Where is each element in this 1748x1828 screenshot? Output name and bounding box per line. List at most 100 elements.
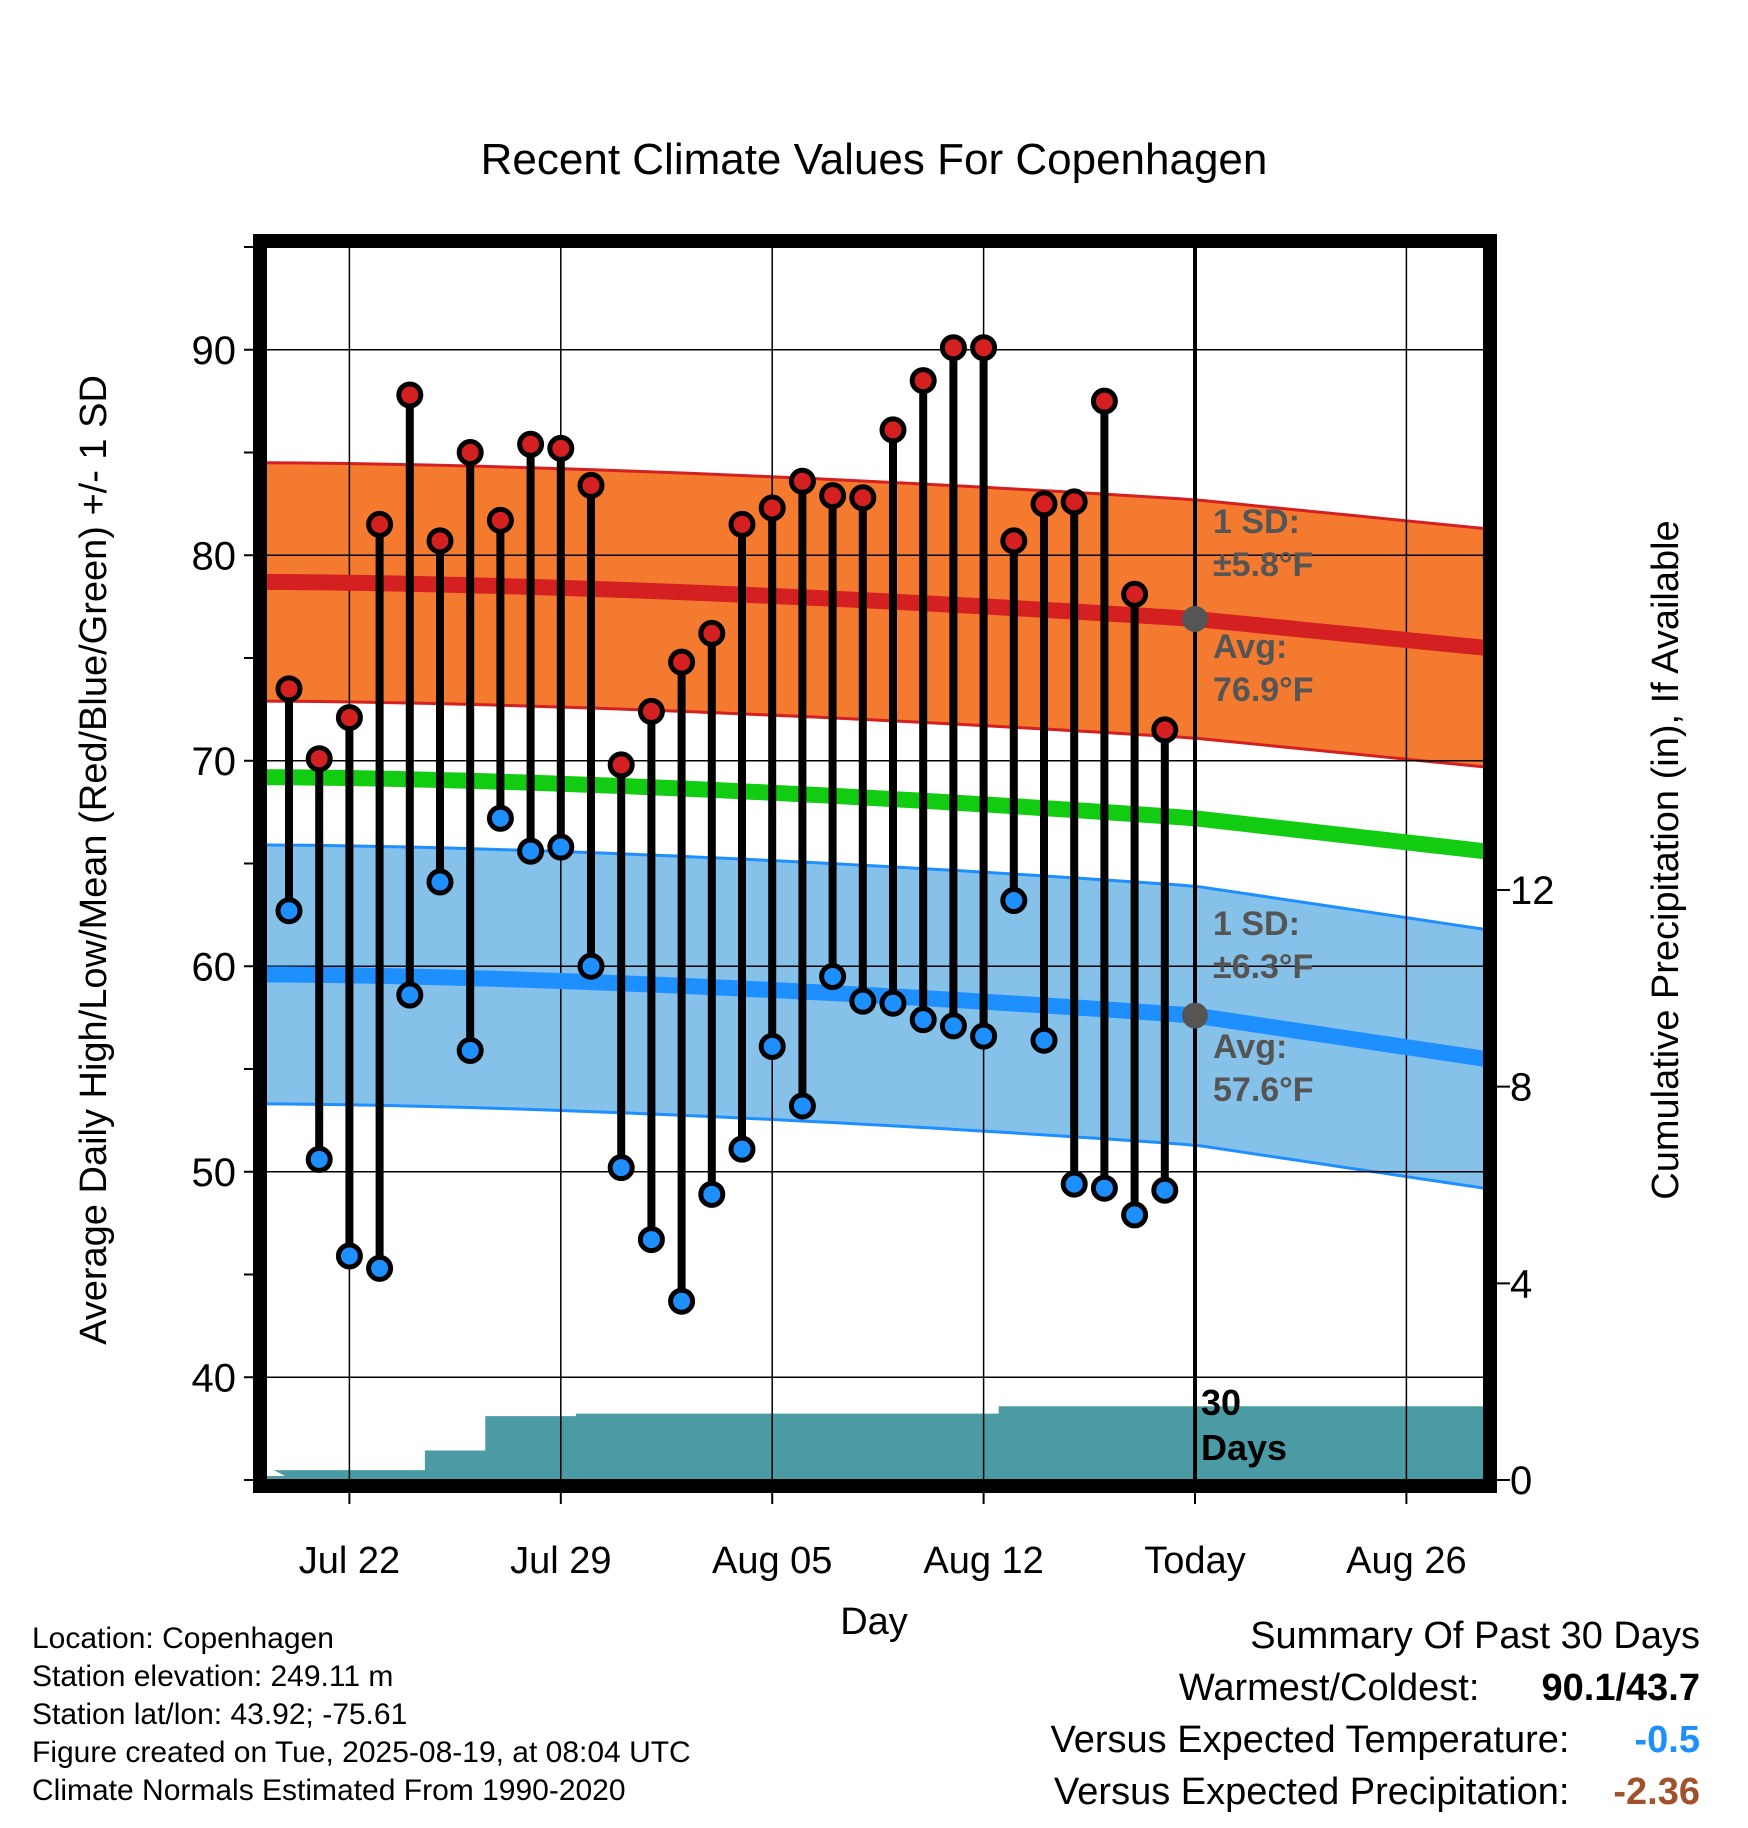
elevation-text: Station elevation: 249.11 m <box>32 1660 394 1693</box>
low-point <box>849 987 877 1015</box>
x-tick-label-5: Aug 26 <box>1346 1540 1466 1582</box>
summary-panel: Summary Of Past 30 Days Warmest/Coldest:… <box>1051 1610 1700 1818</box>
low-point <box>637 1226 665 1254</box>
low-point <box>788 1092 816 1120</box>
created-text: Figure created on Tue, 2025-08-19, at 08… <box>32 1736 691 1769</box>
low-point <box>396 981 424 1009</box>
y2-tick-label-12: 12 <box>1510 869 1555 913</box>
warmest-label: Warmest/Coldest: <box>1178 1667 1480 1709</box>
low-avg-label: Avg: <box>1213 1028 1287 1066</box>
latlon-text: Station lat/lon: 43.92; -75.61 <box>32 1698 408 1731</box>
summary-warmest-row: Warmest/Coldest: 90.1/43.7 <box>1051 1662 1700 1714</box>
days-count-label: 30 <box>1201 1382 1241 1423</box>
low-point <box>728 1135 756 1163</box>
temp-value: -0.5 <box>1634 1719 1700 1761</box>
low-sd-label: 1 SD: <box>1213 905 1300 943</box>
high-point <box>1030 490 1058 518</box>
low-point <box>456 1037 484 1065</box>
high-point <box>1151 716 1179 744</box>
high-point <box>517 430 545 458</box>
high-point <box>577 471 605 499</box>
x-tick-label-1: Jul 29 <box>510 1540 611 1582</box>
low-point <box>698 1180 726 1208</box>
low-avg-value: 57.6°F <box>1213 1071 1314 1109</box>
high-point <box>366 510 394 538</box>
low-band-lower-edge <box>265 1102 1485 1190</box>
precip-label: Versus Expected Precipitation: <box>1054 1771 1570 1813</box>
high-point <box>335 704 363 732</box>
low-point <box>879 989 907 1017</box>
high-point <box>939 334 967 362</box>
y2-tick-label-4: 4 <box>1510 1262 1532 1306</box>
y-tick-label-80: 80 <box>192 534 237 578</box>
low-point <box>1000 886 1028 914</box>
high-avg-label: Avg: <box>1213 628 1287 666</box>
low-point <box>1121 1201 1149 1229</box>
high-point <box>275 675 303 703</box>
low-point <box>970 1022 998 1050</box>
low-point <box>366 1254 394 1282</box>
summary-temp-row: Versus Expected Temperature: -0.5 <box>1051 1714 1700 1766</box>
y2-axis-label: Cumulative Precipitation (in), If Availa… <box>1645 520 1687 1199</box>
low-point <box>517 837 545 865</box>
high-point <box>1121 580 1149 608</box>
high-avg-value: 76.9°F <box>1213 671 1314 709</box>
high-point <box>426 527 454 555</box>
plot-area: 1 SD: ±5.8°F Avg: 76.9°F 1 SD: ±6.3°F Avg: 57.6… <box>192 234 1555 1582</box>
normal-mean-line <box>265 769 1485 860</box>
y2-tick-label-8: 8 <box>1510 1066 1532 1110</box>
high-point <box>758 494 786 522</box>
low-point <box>758 1032 786 1060</box>
x-tick-label-0: Jul 22 <box>299 1540 400 1582</box>
low-point <box>577 952 605 980</box>
high-point <box>456 439 484 466</box>
station-info: Location: Copenhagen Station elevation: … <box>32 1620 691 1810</box>
low-point <box>668 1287 696 1315</box>
x-tick-label-4: Today <box>1144 1540 1245 1582</box>
y-axis-label: Average Daily High/Low/Mean (Red/Blue/Gr… <box>73 375 115 1345</box>
low-point <box>1151 1176 1179 1204</box>
days-word-label: Days <box>1201 1427 1287 1468</box>
warmest-value: 90.1/43.7 <box>1541 1667 1700 1709</box>
high-sd-label: 1 SD: <box>1213 503 1300 541</box>
high-point <box>637 697 665 725</box>
y-tick-label-50: 50 <box>192 1151 237 1195</box>
precip-value: -2.36 <box>1613 1771 1700 1813</box>
x-tick-label-2: Aug 05 <box>712 1540 832 1582</box>
location-text: Location: Copenhagen <box>32 1622 334 1655</box>
high-point <box>396 381 424 409</box>
high-point <box>788 467 816 495</box>
low-point <box>486 804 514 832</box>
low-point <box>819 963 847 991</box>
high-sd-band <box>266 462 1484 767</box>
high-point <box>819 482 847 510</box>
high-point <box>879 416 907 444</box>
y-tick-label-90: 90 <box>192 329 237 373</box>
low-sd-band <box>266 845 1484 1189</box>
low-point <box>275 897 303 925</box>
high-point <box>728 510 756 538</box>
temp-label: Versus Expected Temperature: <box>1050 1719 1570 1761</box>
low-point <box>305 1145 333 1173</box>
high-point <box>668 648 696 676</box>
low-point <box>607 1154 635 1182</box>
low-point <box>1060 1170 1088 1198</box>
high-point <box>698 619 726 647</box>
high-point <box>970 334 998 362</box>
today-high-normal-marker <box>1182 605 1208 632</box>
x-axis-label: Day <box>840 1601 908 1643</box>
low-point <box>1090 1174 1118 1202</box>
high-point <box>1090 387 1118 415</box>
precip-area <box>266 1406 1484 1480</box>
low-point <box>335 1242 363 1270</box>
chart-title: Recent Climate Values For Copenhagen <box>481 135 1268 184</box>
today-low-normal-marker <box>1182 1002 1208 1029</box>
low-point <box>547 833 575 861</box>
low-sd-value: ±6.3°F <box>1213 948 1313 986</box>
summary-precip-row: Versus Expected Precipitation: -2.36 <box>1051 1766 1700 1818</box>
y-tick-label-70: 70 <box>192 740 237 784</box>
high-point <box>909 367 937 395</box>
x-tick-label-3: Aug 12 <box>923 1540 1043 1582</box>
high-point <box>607 751 635 779</box>
y-tick-label-40: 40 <box>192 1356 237 1400</box>
